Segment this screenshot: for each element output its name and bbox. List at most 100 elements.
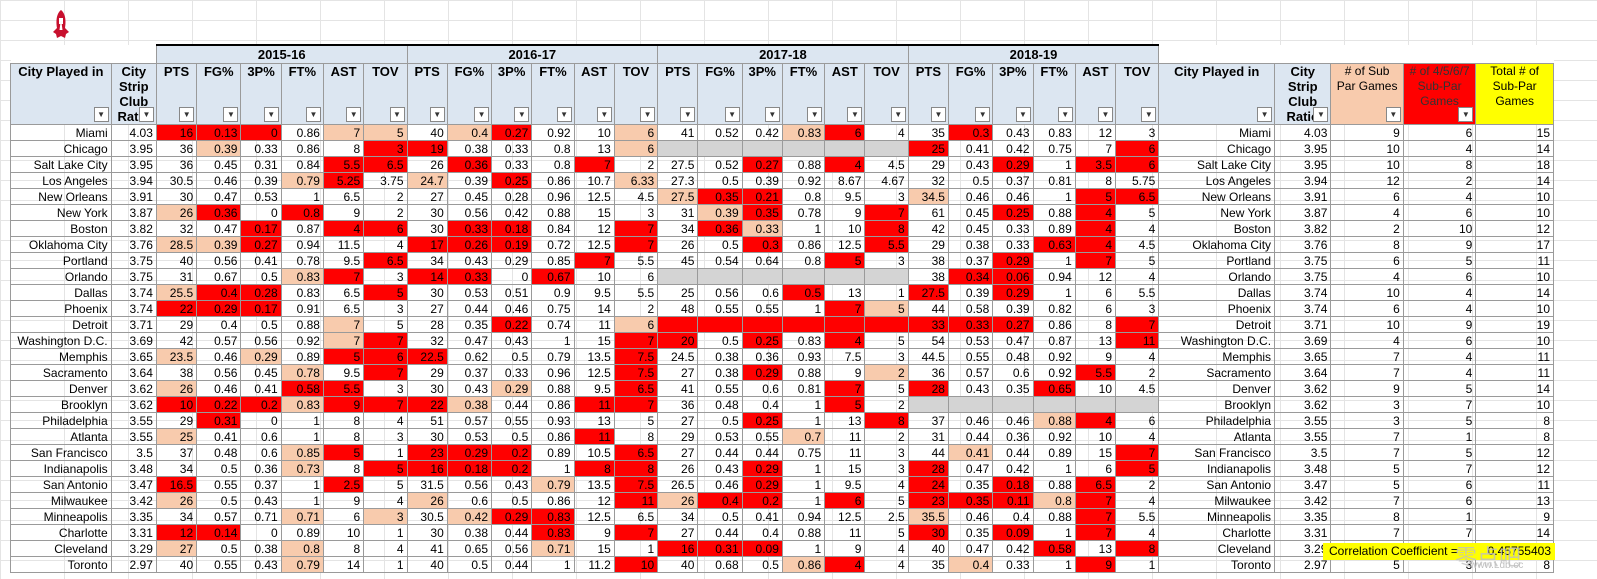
data-cell[interactable]: 0.78 [781,204,826,221]
data-cell[interactable] [741,316,783,333]
data-cell[interactable]: 7 [363,364,408,381]
data-cell[interactable]: 10 [1074,380,1117,397]
data-cell[interactable]: 4 [1074,236,1117,253]
data-cell[interactable]: 3 [1115,124,1160,141]
data-cell[interactable]: 32 [406,332,448,349]
data-cell[interactable]: 0.58 [947,300,994,317]
data-cell[interactable]: 0.78 [280,364,324,381]
data-cell[interactable]: 0.09 [992,524,1034,541]
data-cell[interactable]: 1 [280,428,324,445]
city-cell[interactable]: Portland [10,252,112,269]
city-cell[interactable]: Minneapolis [10,508,112,525]
data-cell[interactable]: 20 [657,332,699,349]
data-cell[interactable]: 2.97 [1274,556,1332,573]
filter-dropdown-button[interactable]: ▼ [514,107,530,122]
data-cell[interactable]: 0.43 [491,332,533,349]
filter-dropdown-button[interactable]: ▼ [474,107,490,122]
header-extra-1[interactable]: # of Sub Par Games ▼ [1330,63,1404,125]
data-cell[interactable]: 16 [406,460,448,477]
data-cell[interactable]: 3 [864,348,909,365]
data-cell[interactable]: 0 [240,524,282,541]
data-cell[interactable]: 2 [864,396,909,413]
data-cell[interactable]: 37 [907,412,949,429]
data-cell[interactable]: 40 [907,540,949,557]
data-cell[interactable]: 5 [613,412,659,429]
data-cell[interactable]: 5.5 [864,236,909,253]
data-cell[interactable]: 9.5 [322,252,365,269]
data-cell[interactable]: 3 [864,460,909,477]
header-stat-3p-pct[interactable]: 3P% ▼ [741,63,783,125]
data-cell[interactable]: 5 [363,460,408,477]
data-cell[interactable]: 0.85 [531,252,575,269]
city-cell[interactable]: Washington D.C. [1158,332,1276,349]
data-cell[interactable]: 0.43 [446,380,493,397]
data-cell[interactable]: 0.55 [697,300,743,317]
data-cell[interactable]: 0.83 [280,268,324,285]
data-cell[interactable]: 0.44 [491,524,533,541]
data-cell[interactable]: 0.86 [531,428,575,445]
data-cell[interactable]: 5 [1115,204,1160,221]
data-cell[interactable]: 0.45 [240,364,282,381]
data-cell[interactable]: 0.92 [1032,348,1076,365]
data-cell[interactable]: 0.5 [196,460,242,477]
data-cell[interactable]: 7 [322,332,365,349]
data-cell[interactable]: 0.47 [196,220,242,237]
data-cell[interactable]: 11 [824,428,866,445]
data-cell[interactable]: 0.42 [446,508,493,525]
data-cell[interactable]: 3 [363,428,408,445]
data-cell[interactable]: 0 [491,268,533,285]
data-cell[interactable]: 31.5 [406,476,448,493]
data-cell[interactable]: 0.29 [491,380,533,397]
data-cell[interactable] [992,396,1034,413]
data-cell[interactable]: 35 [907,556,949,573]
data-cell[interactable]: 0.45 [947,204,994,221]
data-cell[interactable]: 0.48 [196,444,242,461]
data-cell[interactable]: 0.81 [781,380,826,397]
data-cell[interactable]: 4 [864,476,909,493]
city-cell[interactable]: Miami [10,124,112,141]
data-cell[interactable]: 0.88 [1032,412,1076,429]
city-cell[interactable]: Atlanta [10,428,112,445]
data-cell[interactable]: 27 [155,540,198,557]
data-cell[interactable]: 0.39 [741,172,783,189]
data-cell[interactable]: 0.35 [947,492,994,509]
data-cell[interactable]: 9 [1330,380,1404,397]
city-cell[interactable]: Phoenix [10,300,112,317]
data-cell[interactable]: 38 [907,268,949,285]
data-cell[interactable]: 0.68 [697,556,743,573]
header-stat-ft-pct[interactable]: FT% ▼ [280,63,324,125]
data-cell[interactable]: 7 [1330,444,1404,461]
data-cell[interactable]: 0.6 [240,444,282,461]
data-cell[interactable]: 0.19 [491,236,533,253]
data-cell[interactable]: 0.34 [947,268,994,285]
data-cell[interactable]: 0.94 [280,236,324,253]
data-cell[interactable]: 8 [322,540,365,557]
data-cell[interactable]: 0.44 [697,524,743,541]
data-cell[interactable]: 3.5 [1274,444,1332,461]
data-cell[interactable]: 12 [155,524,198,541]
data-cell[interactable]: 25 [155,428,198,445]
data-cell[interactable]: 8 [1330,236,1404,253]
data-cell[interactable]: 16 [657,540,699,557]
data-cell[interactable]: 3.35 [110,508,157,525]
filter-dropdown-button[interactable]: ▼ [764,107,780,122]
data-cell[interactable]: 6.33 [613,172,659,189]
filter-dropdown-button[interactable]: ▼ [1257,107,1273,122]
data-cell[interactable]: 12 [1330,172,1404,189]
city-cell[interactable]: Philadelphia [10,412,112,429]
filter-dropdown-button[interactable]: ▼ [975,107,991,122]
data-cell[interactable]: 25 [657,284,699,301]
city-cell[interactable]: Phoenix [1158,300,1276,317]
data-cell[interactable]: 2 [613,300,659,317]
data-cell[interactable]: 29 [155,316,198,333]
data-cell[interactable]: 5 [824,252,866,269]
filter-dropdown-button[interactable]: ▼ [1141,107,1157,122]
city-cell[interactable]: Salt Lake City [1158,156,1276,173]
filter-dropdown-button[interactable]: ▼ [389,107,405,122]
data-cell[interactable]: 13 [1074,540,1117,557]
data-cell[interactable]: 0.36 [446,156,493,173]
header-stat-fg-pct[interactable]: FG% ▼ [697,63,743,125]
data-cell[interactable]: 6 [1074,284,1117,301]
data-cell[interactable]: 13.5 [573,476,615,493]
data-cell[interactable]: 6 [613,140,659,157]
